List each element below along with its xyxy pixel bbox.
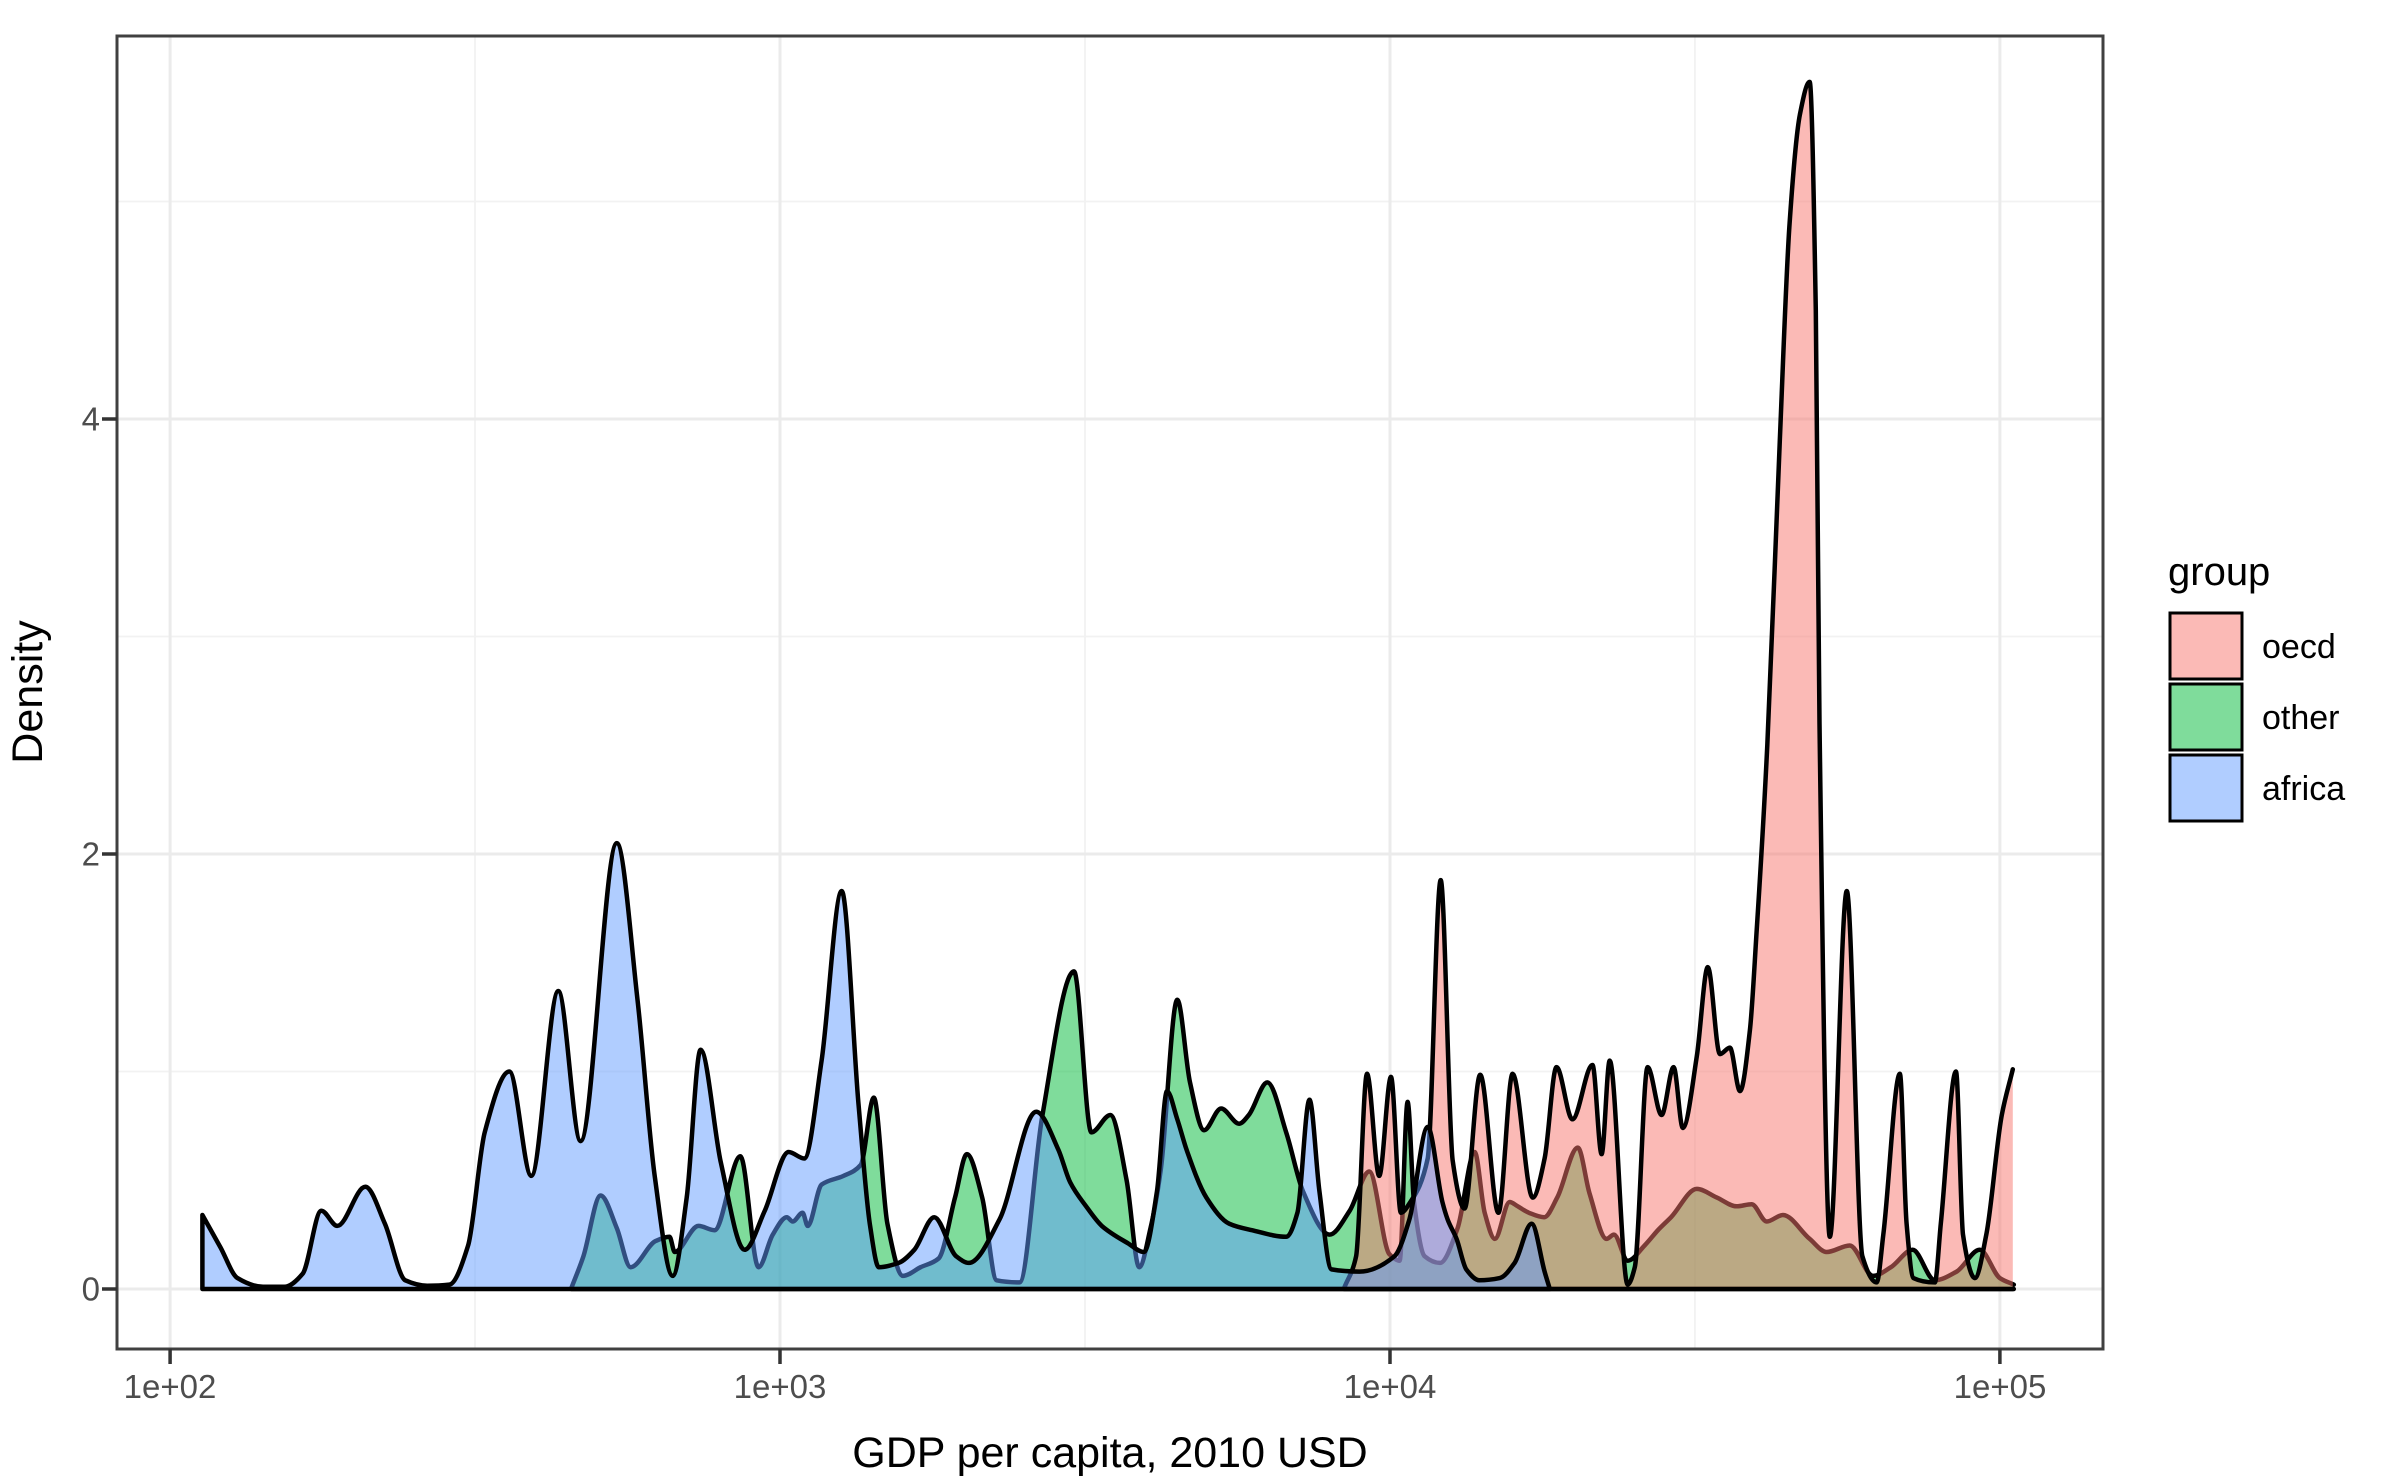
legend-key-other xyxy=(2168,682,2244,752)
legend-key-oecd xyxy=(2168,611,2244,681)
y-tick-label-4: 4 xyxy=(82,401,100,438)
y-axis-tick-labels: 0 2 4 xyxy=(82,401,100,1308)
legend-label-oecd: oecd xyxy=(2262,628,2336,666)
density-curves xyxy=(200,79,2017,1292)
x-tick-label-1e04: 1e+04 xyxy=(1344,1368,1437,1405)
legend-title: group xyxy=(2168,550,2270,594)
legend-label-other: other xyxy=(2262,699,2340,737)
panel-border xyxy=(115,34,2105,1351)
x-tick-label-1e05: 1e+05 xyxy=(1954,1368,2047,1405)
density-area-africa xyxy=(202,843,1550,1289)
legend: group oecd other africa xyxy=(2168,550,2345,823)
y-axis-title: Density xyxy=(4,620,52,764)
x-tick-label-1e03: 1e+03 xyxy=(734,1368,827,1405)
legend-label-africa: africa xyxy=(2262,770,2345,808)
x-axis-title: GDP per capita, 2010 USD xyxy=(852,1429,1367,1477)
y-tick-label-0: 0 xyxy=(82,1271,100,1308)
density-outline-africa xyxy=(200,840,1553,1292)
legend-key-africa xyxy=(2168,753,2244,823)
x-tick-label-1e02: 1e+02 xyxy=(124,1368,217,1405)
density-area-oecd xyxy=(1344,81,2013,1289)
x-axis-tick-labels: 1e+02 1e+03 1e+04 1e+05 xyxy=(124,1368,2047,1405)
y-tick-label-2: 2 xyxy=(82,836,100,873)
gridlines-minor xyxy=(117,36,2103,1349)
axis-ticks xyxy=(102,417,2002,1364)
